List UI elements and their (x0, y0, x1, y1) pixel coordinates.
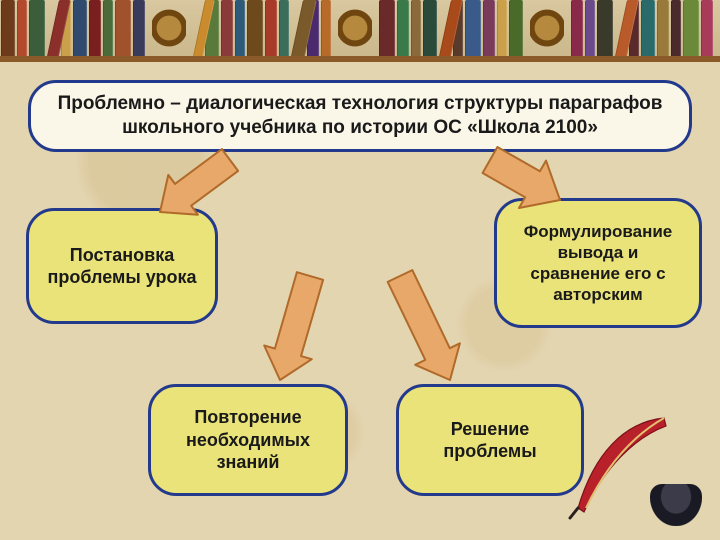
bottom-right-text: Решение проблемы (417, 418, 563, 463)
book-shelf-header (0, 0, 720, 62)
bottom-right-node: Решение проблемы (396, 384, 584, 496)
left-node: Постановка проблемы урока (26, 208, 218, 324)
bottom-left-node: Повторение необходимых знаний (148, 384, 348, 496)
right-node: Формулирование вывода и сравнение его с … (494, 198, 702, 328)
inkpot-icon (650, 484, 702, 526)
title-node: Проблемно – диалогическая технология стр… (28, 80, 692, 152)
bottom-left-text: Повторение необходимых знаний (169, 406, 327, 474)
left-text: Постановка проблемы урока (47, 244, 197, 289)
right-text: Формулирование вывода и сравнение его с … (515, 221, 681, 306)
title-text: Проблемно – диалогическая технология стр… (49, 92, 671, 140)
